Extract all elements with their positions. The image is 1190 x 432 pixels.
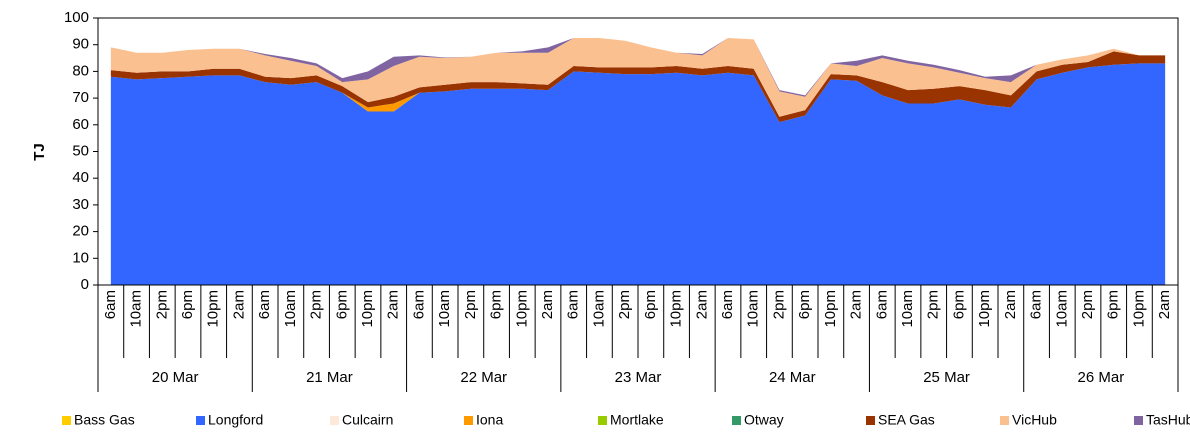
y-tick-label: 20	[72, 223, 89, 240]
x-tick-label: 2am	[1156, 290, 1173, 319]
x-tick-label: 10pm	[822, 290, 839, 328]
x-tick-label: 6pm	[488, 290, 505, 319]
legend-swatch	[464, 416, 473, 425]
x-tick-label: 10pm	[1130, 290, 1147, 328]
x-tick-label: 2pm	[770, 290, 787, 319]
y-tick-label: 80	[72, 62, 89, 79]
x-tick-label: 6pm	[179, 290, 196, 319]
x-tick-label: 10pm	[205, 290, 222, 328]
x-group-label: 24 Mar	[769, 369, 816, 386]
x-tick-label: 6pm	[642, 290, 659, 319]
x-tick-label: 6am	[1028, 290, 1045, 319]
legend: Bass Gas Longford Culcairn Iona Mortlake Otwa…	[62, 412, 1190, 428]
x-tick-label: 6am	[102, 290, 119, 319]
legend-swatch	[330, 416, 339, 425]
x-tick-label: 10am	[1053, 290, 1070, 328]
x-group-label: 26 Mar	[1078, 369, 1125, 386]
x-tick-label: 6am	[410, 290, 427, 319]
x-tick-label: 2pm	[616, 290, 633, 319]
y-tick-label: 10	[72, 249, 89, 266]
legend-swatch	[196, 416, 205, 425]
x-tick-label: 6pm	[1105, 290, 1122, 319]
x-tick-label: 6am	[256, 290, 273, 319]
x-tick-label: 2am	[230, 290, 247, 319]
x-tick-label: 2pm	[308, 290, 325, 319]
x-tick-label: 6am	[565, 290, 582, 319]
legend-label: Bass Gas	[74, 412, 135, 428]
y-axis-label: TJ	[31, 143, 48, 161]
x-tick-label: 10pm	[513, 290, 530, 328]
x-group-label: 21 Mar	[306, 369, 353, 386]
area	[110, 38, 1166, 117]
x-tick-label: 6pm	[796, 290, 813, 319]
y-tick-label: 90	[72, 36, 89, 53]
x-tick-label: 6pm	[333, 290, 350, 319]
x-tick-label: 2am	[848, 290, 865, 319]
x-tick-label: 2pm	[1079, 290, 1096, 319]
x-tick-label: 2pm	[153, 290, 170, 319]
legend-label: TasHub	[1146, 412, 1190, 428]
x-tick-label: 10pm	[359, 290, 376, 328]
x-group-label: 20 Mar	[152, 369, 199, 386]
legend-label: SEA Gas	[878, 412, 935, 428]
legend-label: Mortlake	[610, 412, 664, 428]
y-tick-label: 40	[72, 169, 89, 186]
legend-label: Otway	[744, 412, 784, 428]
x-tick-label: 10am	[899, 290, 916, 328]
legend-label: VicHub	[1012, 412, 1057, 428]
legend-label: Culcairn	[342, 412, 393, 428]
legend-swatch	[866, 416, 875, 425]
x-tick-label: 10pm	[976, 290, 993, 328]
legend-swatch	[732, 416, 741, 425]
y-tick-label: 100	[64, 9, 89, 26]
area	[110, 51, 1166, 123]
area	[110, 38, 1166, 97]
x-group-label: 23 Mar	[615, 369, 662, 386]
y-tick-label: 0	[81, 276, 89, 293]
x-tick-label: 6pm	[950, 290, 967, 319]
legend-swatch	[1000, 416, 1009, 425]
y-tick-label: 70	[72, 89, 89, 106]
x-group-label: 22 Mar	[460, 369, 507, 386]
x-tick-label: 10am	[128, 290, 145, 328]
x-tick-label: 10pm	[668, 290, 685, 328]
x-tick-label: 2pm	[925, 290, 942, 319]
x-tick-label: 6am	[873, 290, 890, 319]
x-tick-label: 10am	[282, 290, 299, 328]
y-tick-label: 30	[72, 196, 89, 213]
x-tick-label: 10am	[745, 290, 762, 328]
x-tick-label: 2am	[693, 290, 710, 319]
y-tick-label: 60	[72, 116, 89, 133]
x-tick-label: 2am	[385, 290, 402, 319]
legend-label: Longford	[208, 412, 263, 428]
x-tick-label: 2am	[1002, 290, 1019, 319]
legend-label: Iona	[476, 412, 503, 428]
area	[110, 63, 1166, 285]
x-tick-label: 6am	[719, 290, 736, 319]
legend-swatch	[1134, 416, 1143, 425]
legend-swatch	[598, 416, 607, 425]
area	[110, 63, 1166, 123]
legend-swatch	[62, 416, 71, 425]
x-tick-label: 10am	[590, 290, 607, 328]
y-tick-label: 50	[72, 142, 89, 159]
x-tick-label: 2am	[539, 290, 556, 319]
x-tick-label: 2pm	[462, 290, 479, 319]
x-tick-label: 10am	[436, 290, 453, 328]
x-group-label: 25 Mar	[923, 369, 970, 386]
